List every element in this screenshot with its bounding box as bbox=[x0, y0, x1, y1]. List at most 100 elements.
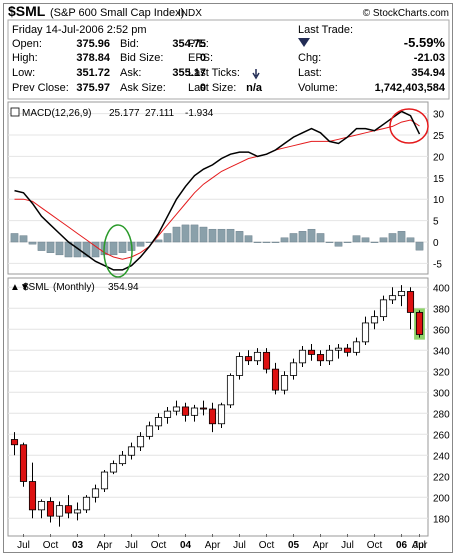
candle-body bbox=[388, 295, 397, 301]
time-tick-label: Jul bbox=[233, 540, 246, 551]
candle-body bbox=[154, 417, 163, 427]
quote-value: 351.72 bbox=[76, 67, 110, 79]
price-tick-label: 360 bbox=[433, 325, 450, 336]
index-name: (S&P 600 Small Cap Index) bbox=[50, 7, 184, 19]
histogram-bar bbox=[28, 241, 37, 245]
histogram-bar bbox=[91, 241, 100, 258]
signal-line bbox=[14, 119, 420, 260]
histogram-bar bbox=[19, 235, 28, 243]
quote-value: n/a bbox=[246, 82, 263, 94]
time-tick-label: Apr bbox=[205, 540, 221, 551]
histogram-bar bbox=[217, 228, 226, 243]
candle-body bbox=[163, 410, 172, 418]
quote-label: Last Size: bbox=[188, 82, 236, 94]
histogram-bar bbox=[118, 241, 127, 253]
histogram-bar bbox=[37, 241, 46, 251]
histogram-bar bbox=[154, 239, 163, 243]
candle-body bbox=[253, 351, 262, 362]
histogram-bar bbox=[352, 235, 361, 243]
macd-tick-label: -5 bbox=[433, 259, 442, 270]
histogram-bar bbox=[82, 241, 91, 258]
macd-tick-label: 5 bbox=[433, 217, 439, 228]
price-tick-label: 240 bbox=[433, 451, 450, 462]
price-tick-label: 260 bbox=[433, 430, 450, 441]
histogram-bar bbox=[280, 237, 289, 243]
histogram-bar bbox=[208, 228, 217, 243]
candle-body bbox=[136, 435, 145, 448]
candle-body bbox=[316, 354, 325, 362]
price-tick-label: 340 bbox=[433, 346, 450, 357]
quote-date: Friday 14-Jul-2006 2:52 pm bbox=[12, 24, 147, 36]
quote-header: $SML (S&P 600 Small Cap Index) INDX © St… bbox=[7, 3, 450, 100]
time-tick-label: 03 bbox=[72, 540, 84, 551]
time-tick-label: Apr bbox=[412, 540, 428, 551]
price-tick-label: 200 bbox=[433, 493, 450, 504]
time-tick-label: Jul bbox=[125, 540, 138, 551]
signal-legend-value: 27.111 bbox=[145, 108, 175, 119]
quote-value: 0 bbox=[200, 52, 206, 64]
macd-legend: MACD(12,26,9) 25.177 27.111 -1.934 bbox=[10, 107, 214, 119]
last-trade-field-label: Chg: bbox=[298, 52, 321, 64]
macd-legend-value: 25.177 bbox=[109, 108, 140, 119]
candle-body bbox=[325, 349, 334, 362]
histogram-bar bbox=[334, 241, 343, 247]
histogram-bar bbox=[73, 241, 82, 258]
macd-tick-label: 20 bbox=[433, 152, 445, 163]
time-axis: Jul Oct 03 Apr Jul Oct 04 Apr Jul Oct 05 Apr Jul Oct 0… bbox=[17, 534, 428, 551]
histogram-bar bbox=[325, 241, 334, 243]
quote-label: EPS: bbox=[188, 52, 213, 64]
candle-body bbox=[226, 375, 235, 406]
time-tick-label: 05 bbox=[288, 540, 300, 551]
exchange: INDX bbox=[178, 8, 202, 19]
down-tick-icon bbox=[252, 69, 260, 80]
price-legend-symbol: $SML bbox=[23, 282, 50, 293]
quote-value: 375.97 bbox=[76, 82, 110, 94]
histogram-bar bbox=[370, 241, 379, 243]
time-tick-label: Apr bbox=[97, 540, 113, 551]
quote-label: Open: bbox=[12, 38, 42, 50]
chart-frame bbox=[3, 3, 453, 553]
histogram-bar bbox=[109, 241, 118, 256]
time-tick-label: Oct bbox=[151, 540, 167, 551]
quote-label: Bid: bbox=[120, 38, 139, 50]
candle-body bbox=[46, 501, 55, 517]
symbol: $SML bbox=[8, 3, 46, 19]
quote-label: Low: bbox=[12, 67, 35, 79]
quote-value: 378.84 bbox=[76, 52, 111, 64]
last-trade-field-label: Last: bbox=[298, 67, 322, 79]
candle-body bbox=[28, 481, 37, 511]
histogram-bar bbox=[388, 233, 397, 243]
candle-body bbox=[397, 291, 406, 297]
histogram-bar bbox=[271, 241, 280, 243]
candle-body bbox=[379, 299, 388, 318]
macd-legend-label: MACD(12,26,9) bbox=[22, 108, 91, 119]
candle-body bbox=[280, 375, 289, 391]
histogram-bar bbox=[163, 233, 172, 243]
price-legend-period: (Monthly) bbox=[53, 282, 95, 293]
candle-body bbox=[82, 496, 91, 511]
histogram-bar bbox=[361, 237, 370, 243]
candle-body bbox=[370, 316, 379, 324]
price-tick-label: 180 bbox=[433, 514, 450, 525]
last-trade-label: Last Trade: bbox=[298, 24, 353, 36]
macd-tick-label: 10 bbox=[433, 195, 445, 206]
price-tick-label: 280 bbox=[433, 409, 450, 420]
histogram-bar bbox=[343, 241, 352, 243]
candle-body bbox=[361, 322, 370, 343]
candle-body bbox=[181, 406, 190, 416]
quote-value: 375.96 bbox=[76, 38, 110, 50]
price-tick-label: 300 bbox=[433, 388, 450, 399]
macd-tick-label: 15 bbox=[433, 174, 445, 185]
histogram-bar bbox=[307, 228, 316, 243]
time-tick-label: Jul bbox=[341, 540, 354, 551]
quote-label: Ask Size: bbox=[120, 82, 166, 94]
svg-text:▲▼: ▲▼ bbox=[10, 282, 30, 293]
price-legend-value: 354.94 bbox=[108, 282, 139, 293]
price-legend: ▲▼ $SML (Monthly) 354.94 bbox=[10, 282, 139, 293]
time-tick-label: Jul bbox=[413, 540, 426, 551]
candle-body bbox=[208, 408, 217, 425]
down-arrow-icon bbox=[298, 38, 310, 47]
candle-body bbox=[199, 407, 208, 410]
quote-label: Last Ticks: bbox=[188, 67, 240, 79]
